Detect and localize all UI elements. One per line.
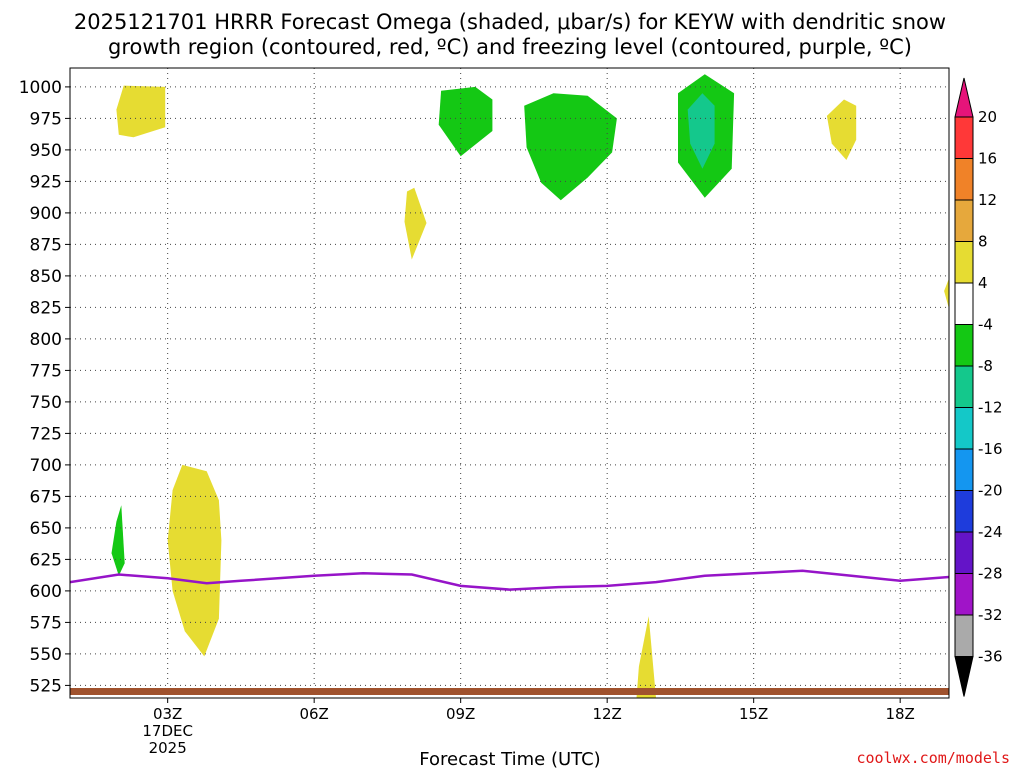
x-tick-label: 09Z xyxy=(446,705,475,723)
colorbar-segment xyxy=(954,490,974,533)
omega-region-10 xyxy=(687,93,715,169)
y-tick-label: 725 xyxy=(30,424,62,444)
y-tick-label: 650 xyxy=(30,519,62,539)
omega-region-7 xyxy=(438,86,493,157)
y-tick-label: 550 xyxy=(30,645,62,665)
y-tick-label: 900 xyxy=(30,204,62,224)
grid-lines xyxy=(70,68,949,698)
freezing-level-layer xyxy=(70,569,949,591)
colorbar-label: -20 xyxy=(978,482,1003,500)
colorbar-segment xyxy=(954,614,974,657)
y-tick-label: 800 xyxy=(30,330,62,350)
y-tick-label: 525 xyxy=(30,676,62,696)
omega-region-8 xyxy=(524,93,617,201)
y-tick-label: 925 xyxy=(30,172,62,192)
colorbar-segment xyxy=(954,324,974,367)
y-tick-label: 700 xyxy=(30,456,62,476)
watermark: coolwx.com/models xyxy=(856,749,1010,767)
colorbar-segment xyxy=(954,448,974,491)
y-tick-label: 625 xyxy=(30,550,62,570)
x-tick-year: 2025 xyxy=(149,739,187,757)
y-tick-label: 950 xyxy=(30,141,62,161)
chart-title-line2: growth region (contoured, red, ºC) and f… xyxy=(108,35,912,59)
y-tick-label: 575 xyxy=(30,613,62,633)
x-tick-label: 06Z xyxy=(299,705,328,723)
omega-region-1 xyxy=(636,616,656,698)
colorbar-segment xyxy=(954,116,974,159)
y-tick-label: 825 xyxy=(30,298,62,318)
colorbar-label: -4 xyxy=(978,316,993,334)
colorbar-segment xyxy=(954,573,974,616)
omega-region-3 xyxy=(404,187,427,260)
x-tick-label: 12Z xyxy=(592,705,621,723)
colorbar-label: -28 xyxy=(978,565,1003,583)
y-axis-ticks: 525 550 575 600 625 650 675 700 725 750 775 800 825 8… xyxy=(19,78,70,696)
omega-region-6 xyxy=(111,505,125,576)
colorbar-segment xyxy=(954,241,974,284)
colorbar-segment xyxy=(954,158,974,201)
plot-frame xyxy=(69,67,950,699)
colorbar-label: -32 xyxy=(978,606,1003,624)
y-tick-label: 750 xyxy=(30,393,62,413)
y-tick-label: 850 xyxy=(30,267,62,287)
y-tick-label: 875 xyxy=(30,235,62,255)
x-tick-label: 18Z xyxy=(885,705,914,723)
colorbar-label: -12 xyxy=(978,399,1003,417)
y-tick-label: 600 xyxy=(30,582,62,602)
colorbar-label: 12 xyxy=(978,191,997,209)
x-tick-date: 17DEC xyxy=(142,722,193,740)
colorbar-bottom-arrow xyxy=(954,656,974,697)
x-axis-label: Forecast Time (UTC) xyxy=(419,749,600,768)
colorbar-segment xyxy=(954,365,974,408)
colorbar-label: 20 xyxy=(978,108,997,126)
y-tick-label: 1000 xyxy=(19,78,62,98)
colorbar-label: -36 xyxy=(978,648,1003,666)
colorbar-segment xyxy=(954,282,974,325)
colorbar-label: 16 xyxy=(978,150,997,168)
colorbar-label: -16 xyxy=(978,440,1003,458)
colorbar-segment xyxy=(954,199,974,242)
y-tick-label: 975 xyxy=(30,109,62,129)
omega-region-0 xyxy=(167,464,222,657)
colorbar-label: 8 xyxy=(978,233,988,251)
y-tick-label: 675 xyxy=(30,487,62,507)
omega-region-4 xyxy=(826,99,857,160)
omega-region-2 xyxy=(116,85,166,138)
colorbar-segment xyxy=(954,531,974,574)
y-tick-label: 775 xyxy=(30,361,62,381)
colorbar-label: -24 xyxy=(978,523,1003,541)
chart-title-line1: 2025121701 HRRR Forecast Omega (shaded, … xyxy=(74,10,946,34)
omega-shaded-regions xyxy=(111,74,949,698)
x-tick-label: 15Z xyxy=(739,705,768,723)
freezing-level-line xyxy=(70,569,949,591)
colorbar-label: 4 xyxy=(978,274,988,292)
colorbar-label: -8 xyxy=(978,357,993,375)
colorbar-top-arrow xyxy=(954,77,974,118)
x-tick-label: 03Z xyxy=(153,705,182,723)
omega-region-5 xyxy=(944,278,949,309)
colorbar-segment xyxy=(954,407,974,450)
colorbar: 20 16 12 8 4 -4 -8 -12 -16 -20 -24 -28 -32 -36 xyxy=(954,77,1003,697)
ground-surface xyxy=(70,688,949,695)
